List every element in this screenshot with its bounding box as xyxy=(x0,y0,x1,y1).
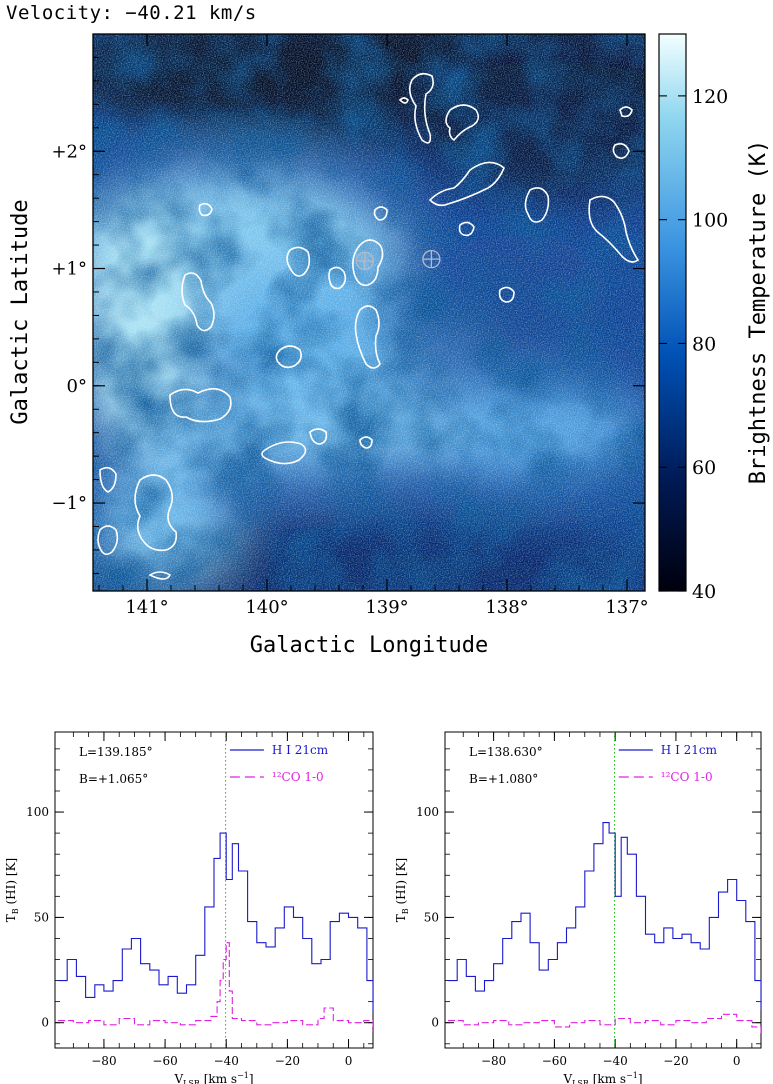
legend-label: ¹²CO 1-0 xyxy=(661,770,713,784)
map-x-tick-label: 138° xyxy=(485,597,528,618)
spectrum-y-axis-label: TB (HI) [K] xyxy=(394,858,410,922)
map-y-tick-label: 0° xyxy=(67,376,87,397)
colorbar: 40 60 80 100 120 Brightness Temperature (K) xyxy=(658,33,771,603)
legend-label: H I 21cm xyxy=(272,743,329,757)
spectrum-y-tick-label: 50 xyxy=(34,910,49,924)
crosshair-circle-icon xyxy=(422,249,441,269)
crosshair-circle-icon xyxy=(355,251,374,271)
co-spectrum-line xyxy=(448,1013,761,1034)
spectrum-frame xyxy=(54,731,374,1049)
map-image xyxy=(93,34,645,591)
colorbar-tick-label: 80 xyxy=(692,333,716,355)
spectrum-x-tick-label: −60 xyxy=(152,1054,177,1068)
map-y-tick-label: +2° xyxy=(51,141,87,162)
velocity-title: Velocity: −40.21 km/s xyxy=(6,2,257,24)
position-annotation-b: B=+1.065° xyxy=(79,772,148,786)
map-x-tick-label: 140° xyxy=(245,597,288,618)
spectrum-y-tick-label: 0 xyxy=(431,1016,439,1030)
colorbar-tick-label: 100 xyxy=(692,210,728,232)
map-x-tick-label: 141° xyxy=(125,597,168,618)
position-annotation-l: L=139.185° xyxy=(79,745,153,759)
co-contours xyxy=(97,72,640,580)
colorbar-tick-label: 40 xyxy=(692,581,716,603)
legend-label: H I 21cm xyxy=(661,743,718,757)
hi-spectrum-line xyxy=(448,822,761,1011)
spectrum-x-tick-label: −80 xyxy=(481,1054,506,1068)
map-x-tick-label: 139° xyxy=(365,597,408,618)
colorbar-label: Brightness Temperature (K) xyxy=(746,140,771,484)
map-x-axis-label: Galactic Longitude xyxy=(250,633,488,658)
spectrum-x-tick-label: 0 xyxy=(733,1054,741,1068)
spectrum-y-tick-label: 0 xyxy=(41,1016,49,1030)
spectrum-y-tick-label: 100 xyxy=(416,805,439,819)
spectrum-x-tick-label: −40 xyxy=(602,1054,627,1068)
spectrum-y-axis-label: TB (HI) [K] xyxy=(4,858,20,922)
hi-spectrum-line xyxy=(58,832,373,1013)
spectrum-x-axis-label: VLSR [km s−1] xyxy=(562,1071,642,1084)
map-tick-group: 141° 140° 139° 138° 137° −1° 0° +1° +2° xyxy=(51,34,649,618)
spectrum-x-tick-label: −20 xyxy=(663,1054,688,1068)
colorbar-ticks: 40 60 80 100 120 xyxy=(659,86,728,603)
map-frame xyxy=(92,33,646,592)
spectrum-x-tick-label: −40 xyxy=(214,1054,239,1068)
colorbar-gradient xyxy=(658,33,687,592)
colorbar-tick-label: 60 xyxy=(692,457,716,479)
position-annotation-b: B=+1.080° xyxy=(469,772,538,786)
map-y-tick-label: +1° xyxy=(51,259,87,280)
map-x-tick-label: 137° xyxy=(605,597,648,618)
spectrum-y-tick-label: 100 xyxy=(26,805,49,819)
legend-label: ¹²CO 1-0 xyxy=(272,770,324,784)
position-annotation-l: L=138.630° xyxy=(469,745,543,759)
hi-channel-map: 141° 140° 139° 138° 137° −1° 0° +1° +2° Galactic… xyxy=(8,33,771,658)
colorbar-tick-label: 120 xyxy=(692,86,728,108)
spectrum-x-tick-label: −80 xyxy=(91,1054,116,1068)
spectrum-frame xyxy=(444,731,762,1049)
map-y-axis-label: Galactic Latitude xyxy=(8,199,33,424)
spectrum-x-axis-label: VLSR [km s−1] xyxy=(173,1071,253,1084)
source-markers xyxy=(355,249,441,271)
spectrum-x-tick-label: −60 xyxy=(542,1054,567,1068)
spectrum-panel-right: −80 −60 −40 −20 0 0 50 100 L=138.630° B=+1.080° H … xyxy=(394,731,762,1084)
map-y-tick-label: −1° xyxy=(51,493,87,514)
co-spectrum-line xyxy=(58,942,373,1032)
spectrum-x-tick-label: −20 xyxy=(275,1054,300,1068)
spectrum-x-tick-label: 0 xyxy=(345,1054,353,1068)
spectrum-y-tick-label: 50 xyxy=(424,910,439,924)
spectrum-panel-left: −80 −60 −40 −20 0 0 50 100 L=139.185° B=+1.065° H … xyxy=(4,731,374,1084)
